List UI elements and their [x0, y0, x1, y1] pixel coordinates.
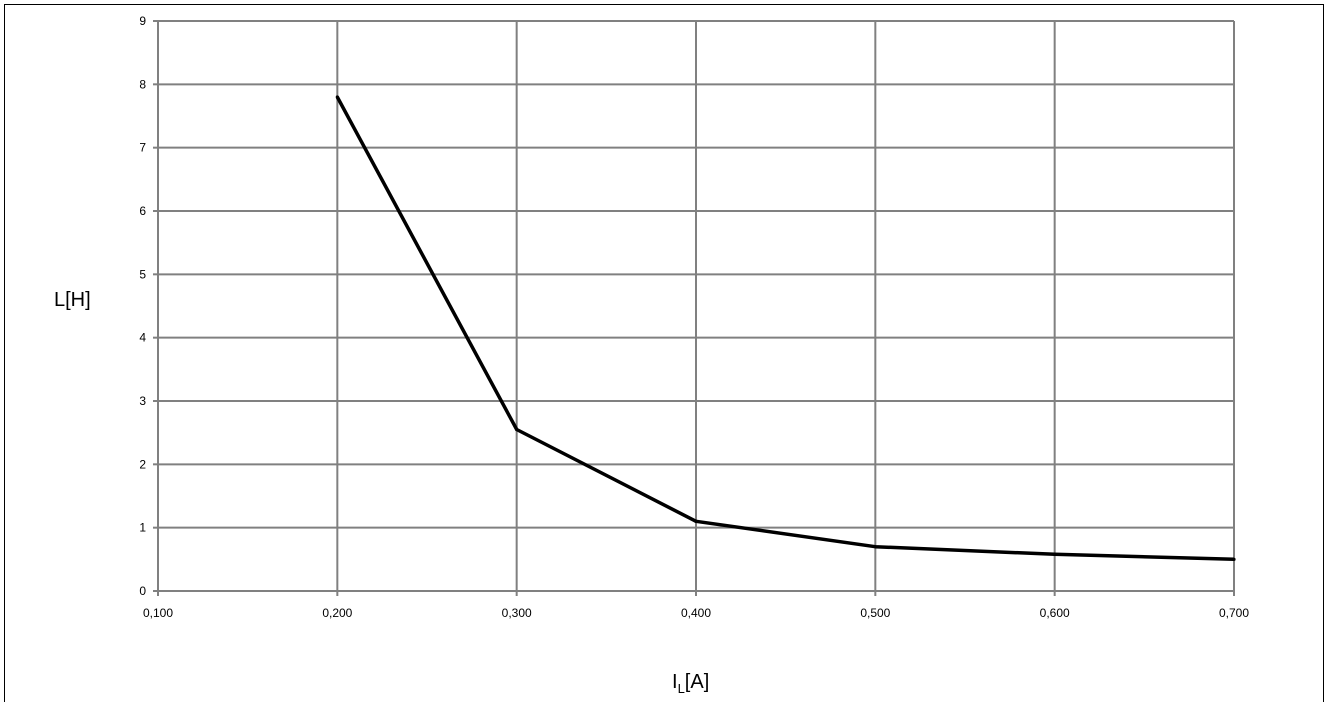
data-point [335, 95, 339, 99]
x-axis-title-main: I [672, 671, 678, 693]
data-point [694, 519, 698, 523]
y-axis-title: L[H] [54, 289, 91, 311]
x-tick-label: 0,400 [681, 606, 711, 620]
y-tick-label: 4 [139, 331, 146, 345]
y-tick-label: 7 [139, 141, 146, 155]
y-tick-label: 0 [139, 584, 146, 598]
y-tick-label: 9 [139, 14, 146, 28]
x-tick-label: 0,100 [143, 606, 173, 620]
y-tick-label: 2 [139, 457, 146, 471]
x-tick-label: 0,600 [1040, 606, 1070, 620]
data-point [1053, 552, 1057, 556]
series-group [335, 95, 1236, 562]
y-tick-label: 5 [139, 267, 146, 281]
y-tick-label: 6 [139, 204, 146, 218]
chart-frame [4, 4, 1324, 702]
series-line [335, 96, 1235, 562]
x-axis-title-subscript: L [678, 681, 685, 696]
data-point [515, 427, 519, 432]
x-tick-label: 0,500 [860, 606, 890, 620]
data-point [873, 545, 877, 549]
grid [153, 20, 1235, 596]
data-point [1232, 557, 1236, 561]
x-axis-title: IL[A] [672, 671, 709, 696]
y-tick-label: 1 [139, 521, 146, 535]
x-axis-title-unit: [A] [685, 671, 709, 693]
x-axis-ticks: 0,100 0,200 0,300 0,400 0,500 0,600 0,700 [143, 606, 1249, 620]
y-tick-label: 3 [139, 394, 146, 408]
x-tick-label: 0,200 [322, 606, 352, 620]
x-tick-label: 0,300 [502, 606, 532, 620]
y-tick-label: 8 [139, 77, 146, 91]
x-tick-label: 0,700 [1219, 606, 1249, 620]
y-axis-ticks: 0 1 2 3 4 5 6 7 8 9 [139, 14, 146, 598]
